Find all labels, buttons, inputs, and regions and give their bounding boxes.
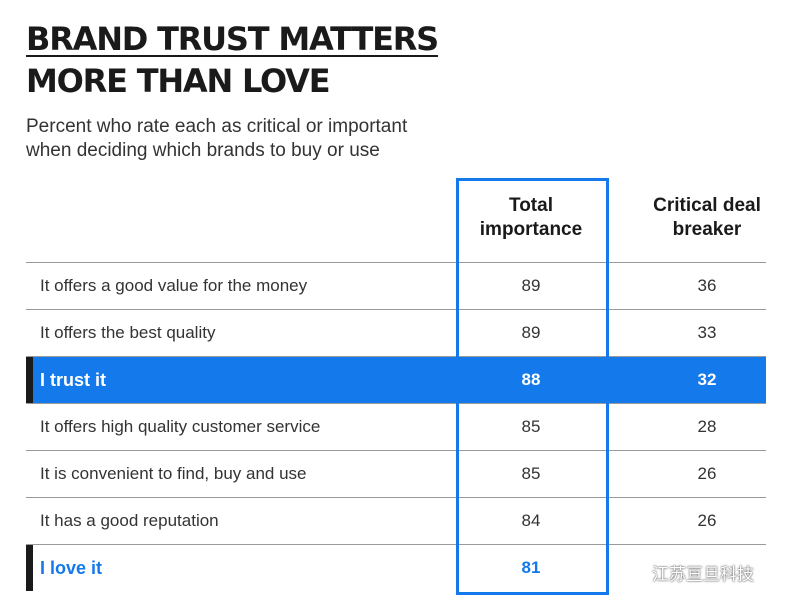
table-row: I trust it 88 32 <box>26 357 766 403</box>
row-divider <box>26 262 766 263</box>
critical-deal-breaker-value: 33 <box>697 323 717 342</box>
total-importance-value: 88 <box>521 370 541 389</box>
critical-deal-breaker-value: 26 <box>697 464 717 483</box>
chart-subtitle-line-2: when deciding which brands to buy or use <box>26 140 380 161</box>
row-label: It offers high quality customer service <box>40 417 321 436</box>
column-header-critical-deal-breaker: Critical deal breaker <box>632 194 782 242</box>
row-label: It has a good reputation <box>40 511 219 530</box>
total-importance-value: 85 <box>521 417 541 436</box>
critical-deal-breaker-value: 28 <box>697 417 717 436</box>
row-divider <box>26 544 766 545</box>
row-marker-bar <box>26 545 33 591</box>
row-label: It offers the best quality <box>40 323 216 342</box>
table-row: It offers a good value for the money 89 36 <box>26 263 766 309</box>
row-divider <box>26 403 766 404</box>
total-importance-value: 89 <box>521 276 541 295</box>
table-row: It offers the best quality 89 33 <box>26 310 766 356</box>
row-divider <box>26 450 766 451</box>
total-importance-value: 85 <box>521 464 541 483</box>
chart-title-line-2: MORE THAN LOVE <box>26 62 331 100</box>
watermark-text: 江苏亘旦科技 <box>652 564 754 585</box>
chart-title-line-1: BRAND TRUST MATTERS <box>26 20 439 58</box>
column-header-line: Total <box>509 195 553 216</box>
total-importance-value: 81 <box>521 558 541 577</box>
row-divider <box>26 309 766 310</box>
table-row: It is convenient to find, buy and use 85 2… <box>26 451 766 497</box>
row-label: It is convenient to find, buy and use <box>40 464 307 483</box>
chart-title: BRAND TRUST MATTERS MORE THAN LOVE <box>26 18 439 102</box>
total-importance-value: 84 <box>521 511 541 530</box>
row-label: I love it <box>40 558 103 578</box>
table-row: I love it 81 <box>26 545 766 591</box>
column-header-line: breaker <box>672 219 742 240</box>
row-marker-bar <box>26 357 33 403</box>
row-label: I trust it <box>40 370 106 390</box>
row-divider <box>26 356 766 357</box>
column-header-line: importance <box>479 219 583 240</box>
wechat-icon <box>620 561 646 582</box>
critical-deal-breaker-value: 32 <box>697 370 717 389</box>
critical-deal-breaker-value: 36 <box>697 276 717 295</box>
row-label: It offers a good value for the money <box>40 276 308 295</box>
table-row: It offers high quality customer service 8… <box>26 404 766 450</box>
column-header-line: Critical deal <box>653 195 761 216</box>
table-row: It has a good reputation 84 26 <box>26 498 766 544</box>
chart-subtitle: Percent who rate each as critical or imp… <box>26 115 407 163</box>
column-header-total-importance: Total importance <box>458 194 604 242</box>
total-importance-value: 89 <box>521 323 541 342</box>
chart-subtitle-line-1: Percent who rate each as critical or imp… <box>26 116 408 137</box>
watermark: 江苏亘旦科技 <box>620 560 754 585</box>
critical-deal-breaker-value: 26 <box>697 511 717 530</box>
row-divider <box>26 497 766 498</box>
